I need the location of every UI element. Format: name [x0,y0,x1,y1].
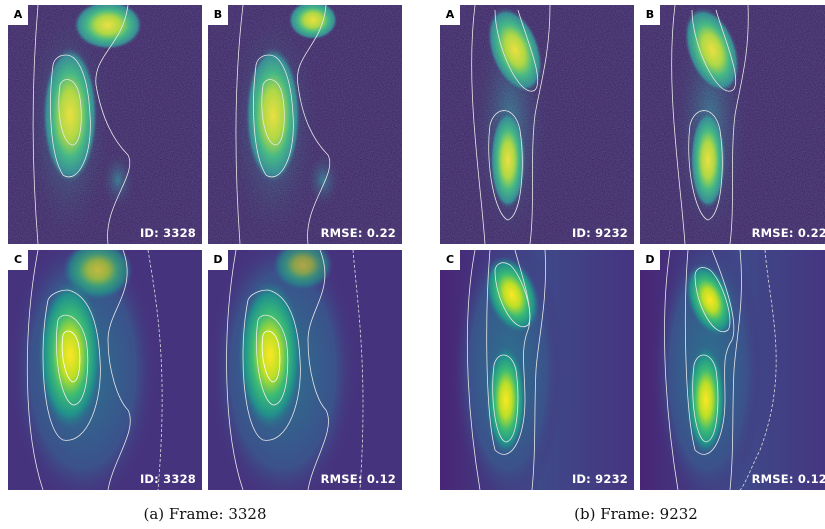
heatmap-smooth [440,250,634,490]
panel-letter: C [440,250,460,270]
panel-tag: ID: 3328 [139,472,196,486]
frame-b-panel-d: D RMSE: 0.12 [640,250,825,490]
panel-tag: RMSE: 0.22 [751,226,825,240]
frame-a-panel-d: D RMSE: 0.12 [208,250,402,490]
panel-letter: A [8,5,28,25]
panel-tag: RMSE: 0.12 [320,472,396,486]
heatmap-noisy [8,5,202,244]
heatmap-noisy [208,5,402,244]
panel-tag: RMSE: 0.12 [751,472,825,486]
panel-letter: C [8,250,28,270]
frame-a-panel-b: B RMSE: 0.22 [208,5,402,244]
caption-frame-b: (b) Frame: 9232 [574,505,698,523]
heatmap-smooth [640,250,825,490]
panel-letter: B [208,5,228,25]
panel-tag: ID: 3328 [139,226,196,240]
panel-letter: A [440,5,460,25]
panel-tag: ID: 9232 [571,226,628,240]
frame-b-panel-a: A ID: 9232 [440,5,634,244]
panel-tag: RMSE: 0.22 [320,226,396,240]
panel-letter: D [640,250,660,270]
heatmap-smooth [8,250,202,490]
panel-letter: D [208,250,228,270]
heatmap-noisy [440,5,634,244]
heatmap-noisy [640,5,825,244]
panel-tag: ID: 9232 [571,472,628,486]
heatmap-smooth [208,250,402,490]
frame-a-panel-a: A ID: 3328 [8,5,202,244]
frame-b-panel-c: C ID: 9232 [440,250,634,490]
frame-b-panel-b: B RMSE: 0.22 [640,5,825,244]
caption-frame-a: (a) Frame: 3328 [143,505,267,523]
frame-a-panel-c: C ID: 3328 [8,250,202,490]
panel-letter: B [640,5,660,25]
